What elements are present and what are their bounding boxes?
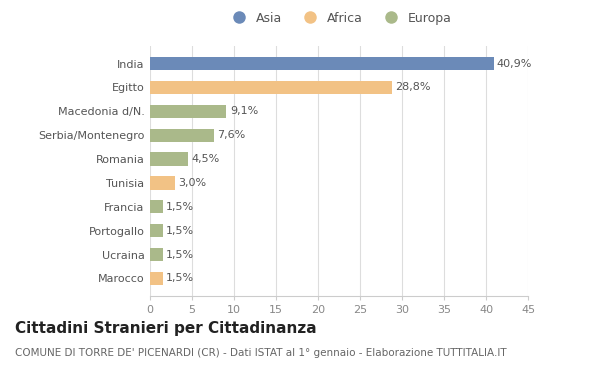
Text: 7,6%: 7,6% — [217, 130, 245, 140]
Bar — [150, 128, 214, 142]
Text: 1,5%: 1,5% — [166, 274, 194, 283]
Bar — [150, 248, 163, 261]
Text: 3,0%: 3,0% — [179, 178, 206, 188]
Bar — [150, 200, 163, 214]
Text: Cittadini Stranieri per Cittadinanza: Cittadini Stranieri per Cittadinanza — [15, 321, 317, 336]
Legend: Asia, Africa, Europa: Asia, Africa, Europa — [221, 7, 457, 30]
Bar — [150, 152, 188, 166]
Bar — [150, 176, 175, 190]
Text: 1,5%: 1,5% — [166, 250, 194, 260]
Text: 4,5%: 4,5% — [191, 154, 220, 164]
Text: 40,9%: 40,9% — [497, 59, 532, 68]
Bar — [150, 272, 163, 285]
Bar — [150, 105, 226, 118]
Text: 1,5%: 1,5% — [166, 202, 194, 212]
Text: 28,8%: 28,8% — [395, 82, 431, 92]
Text: COMUNE DI TORRE DE' PICENARDI (CR) - Dati ISTAT al 1° gennaio - Elaborazione TUT: COMUNE DI TORRE DE' PICENARDI (CR) - Dat… — [15, 348, 506, 358]
Bar — [150, 81, 392, 94]
Bar — [150, 224, 163, 237]
Bar — [150, 57, 494, 70]
Text: 9,1%: 9,1% — [230, 106, 258, 116]
Text: 1,5%: 1,5% — [166, 226, 194, 236]
